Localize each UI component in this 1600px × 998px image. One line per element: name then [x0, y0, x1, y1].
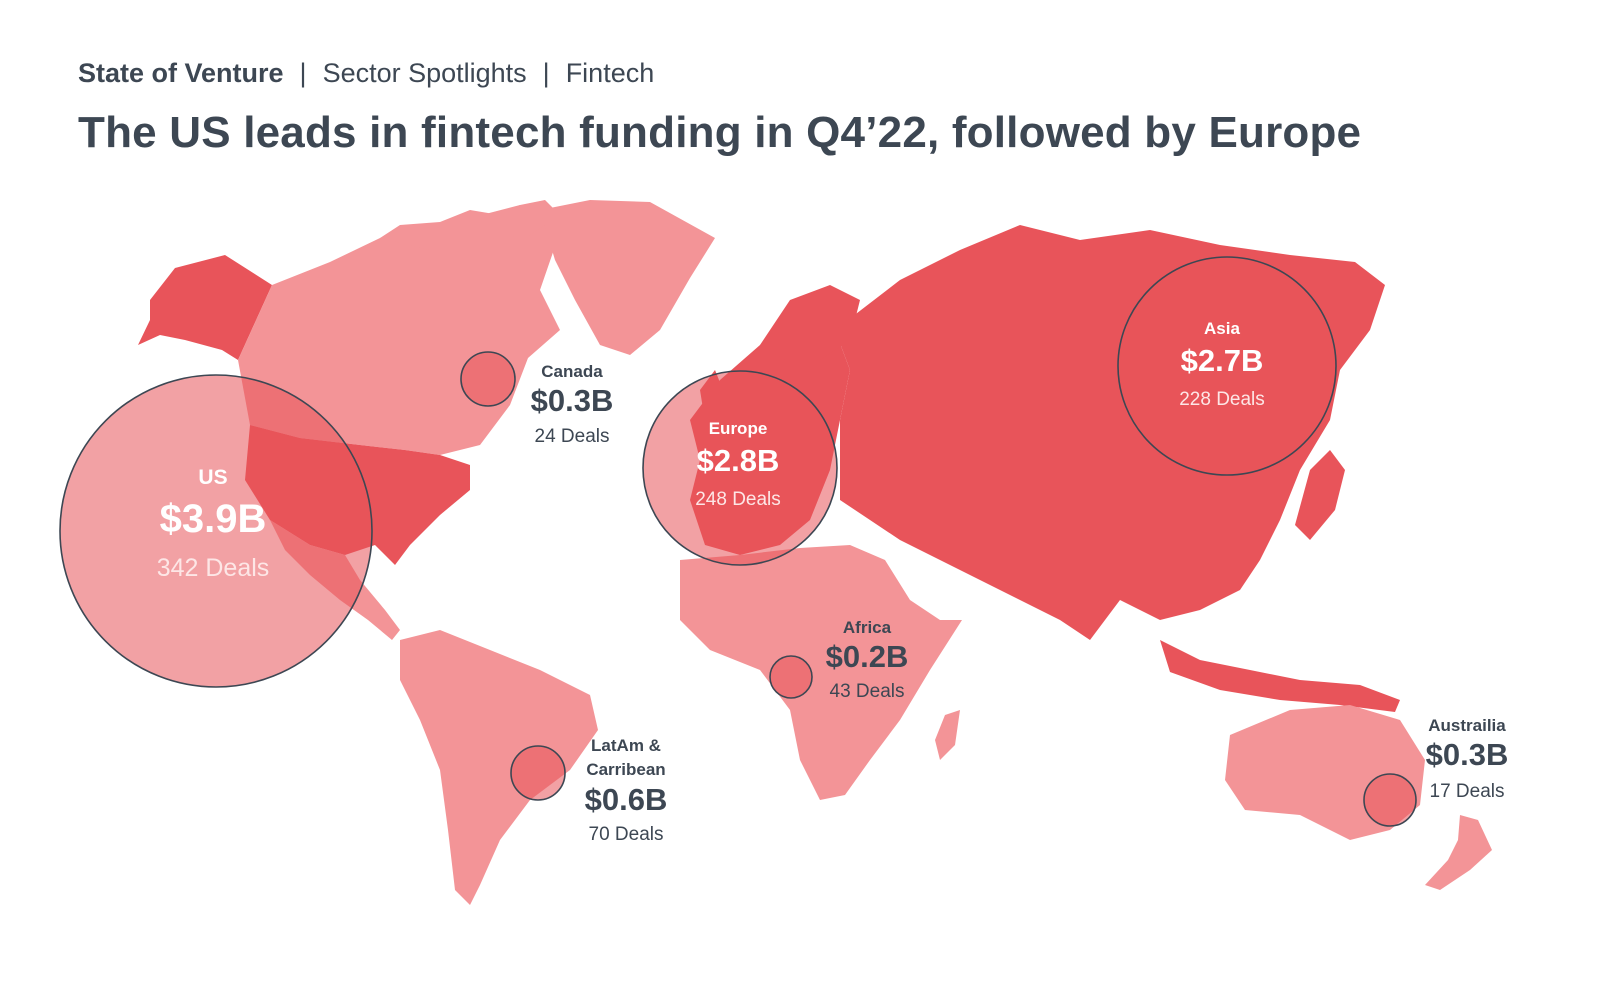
label-europe-name: Europe: [709, 419, 768, 438]
label-australia-name: Austrailia: [1428, 716, 1506, 735]
label-canada-deals: 24 Deals: [535, 426, 610, 447]
land-africa: [680, 545, 962, 800]
label-australia-deals: 17 Deals: [1430, 781, 1505, 802]
label-canada-amount: $0.3B: [531, 383, 614, 418]
label-us-deals: 342 Deals: [157, 554, 270, 582]
land-southeast-asia: [1160, 640, 1400, 712]
bubble-australia: [1363, 773, 1417, 827]
label-africa-amount: $0.2B: [826, 639, 909, 674]
breadcrumb-subsection: Sector Spotlights: [322, 58, 527, 88]
bubble-asia: [1117, 256, 1337, 476]
label-europe-amount: $2.8B: [697, 443, 780, 478]
bubble-africa: [769, 655, 813, 699]
header: State of Venture | Sector Spotlights | F…: [78, 58, 654, 89]
bubble-us: [59, 374, 373, 688]
label-us-amount: $3.9B: [160, 497, 267, 541]
breadcrumb: State of Venture | Sector Spotlights | F…: [78, 58, 654, 89]
bubble-latam: [510, 745, 566, 801]
breadcrumb-topic: Fintech: [565, 58, 655, 88]
breadcrumb-separator: |: [542, 58, 550, 88]
labels: US $3.9B 342 Deals Canada $0.3B 24 Deals…: [157, 319, 1509, 845]
land-madagascar: [935, 710, 960, 760]
label-africa-name: Africa: [843, 618, 892, 637]
bubble-canada: [460, 351, 516, 407]
label-latam-amount: $0.6B: [585, 782, 668, 817]
land-new-zealand: [1425, 815, 1492, 890]
label-australia-amount: $0.3B: [1426, 737, 1509, 772]
page-title: The US leads in fintech funding in Q4’22…: [78, 108, 1362, 157]
land-japan: [1295, 450, 1345, 540]
bubbles: [59, 256, 1417, 827]
breadcrumb-separator: |: [299, 58, 307, 88]
land-greenland: [540, 200, 715, 355]
label-asia-amount: $2.7B: [1181, 343, 1264, 378]
label-asia-deals: 228 Deals: [1179, 389, 1265, 410]
label-canada-name: Canada: [541, 362, 603, 381]
land-alaska: [138, 255, 272, 360]
label-asia-name: Asia: [1204, 319, 1240, 338]
label-europe-deals: 248 Deals: [695, 489, 781, 510]
land-scandinavia: [760, 285, 860, 380]
label-africa-deals: 43 Deals: [830, 681, 905, 702]
land-south-america: [400, 630, 598, 905]
label-latam-name-line2: Carribean: [586, 760, 665, 779]
breadcrumb-section: State of Venture: [78, 58, 284, 88]
label-latam-name-line1: LatAm &: [591, 736, 661, 755]
bubble-europe: [642, 370, 838, 566]
label-latam-deals: 70 Deals: [589, 824, 664, 845]
land-arctic-islands: [380, 200, 560, 250]
label-us-name: US: [198, 466, 227, 489]
